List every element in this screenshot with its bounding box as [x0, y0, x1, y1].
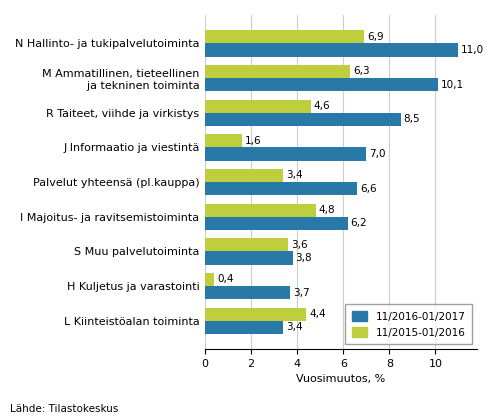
Bar [205, 182, 357, 195]
Text: 6,3: 6,3 [353, 67, 370, 77]
Legend: 11/2016-01/2017, 11/2015-01/2016: 11/2016-01/2017, 11/2015-01/2016 [346, 305, 472, 344]
Bar [205, 113, 401, 126]
Text: 8,5: 8,5 [404, 114, 420, 124]
Text: 3,4: 3,4 [286, 171, 303, 181]
Text: 4,4: 4,4 [309, 309, 326, 319]
Text: 3,8: 3,8 [295, 253, 312, 263]
Bar [205, 238, 288, 251]
Text: 7,0: 7,0 [369, 149, 386, 159]
Bar [205, 147, 366, 161]
Bar [205, 273, 214, 286]
Bar [205, 134, 242, 147]
Text: Lähde: Tilastokeskus: Lähde: Tilastokeskus [10, 404, 118, 414]
Bar [205, 217, 348, 230]
Text: 4,6: 4,6 [314, 101, 330, 111]
Bar [205, 321, 283, 334]
Text: 10,1: 10,1 [440, 79, 463, 89]
Text: 1,6: 1,6 [245, 136, 261, 146]
Text: 6,9: 6,9 [367, 32, 384, 42]
Bar [205, 169, 283, 182]
Bar [205, 99, 311, 113]
Bar [205, 307, 307, 321]
X-axis label: Vuosimuutos, %: Vuosimuutos, % [296, 374, 386, 384]
Bar [205, 251, 293, 265]
Bar [205, 286, 290, 299]
Text: 3,7: 3,7 [293, 287, 310, 297]
Bar [205, 65, 350, 78]
Bar [205, 78, 438, 91]
Bar [205, 43, 458, 57]
Text: 4,8: 4,8 [318, 205, 335, 215]
Text: 6,6: 6,6 [360, 183, 377, 193]
Text: 3,4: 3,4 [286, 322, 303, 332]
Text: 6,2: 6,2 [351, 218, 367, 228]
Text: 11,0: 11,0 [461, 45, 484, 55]
Text: 0,4: 0,4 [217, 275, 234, 285]
Bar [205, 30, 364, 43]
Text: 3,6: 3,6 [291, 240, 307, 250]
Bar [205, 203, 316, 217]
